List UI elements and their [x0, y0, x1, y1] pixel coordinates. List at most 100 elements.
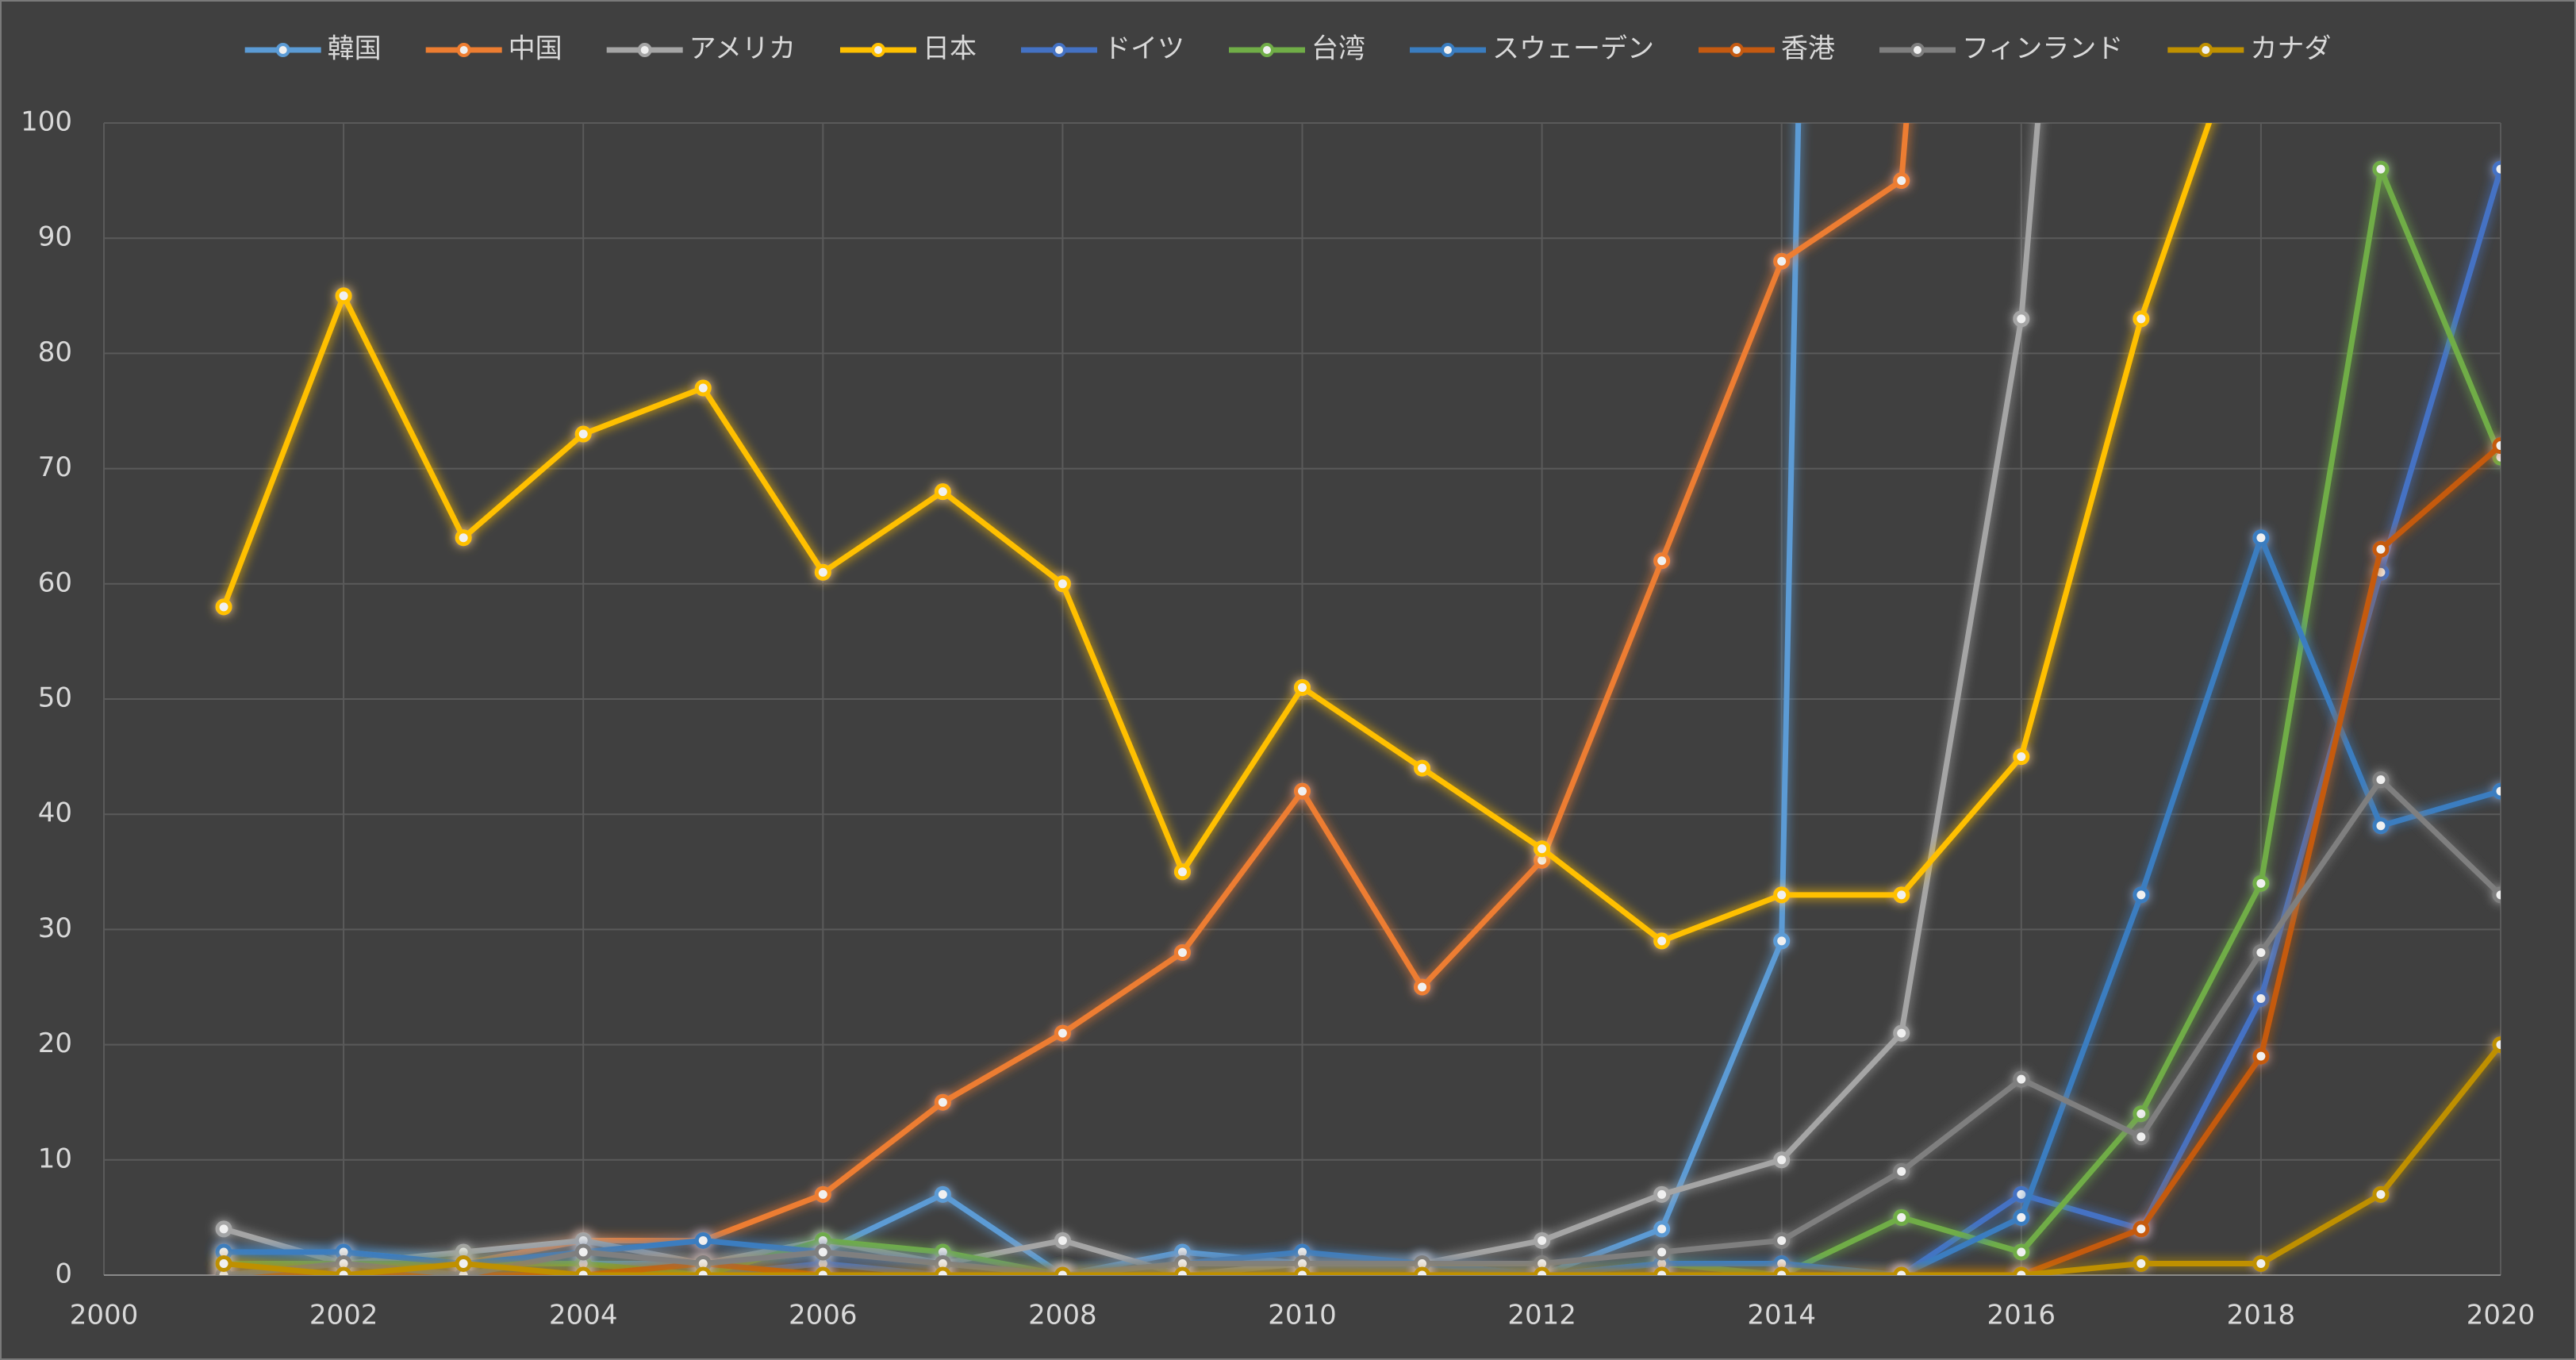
y-tick-label: 100 — [21, 106, 72, 138]
marker — [2013, 1243, 2030, 1261]
legend-marker — [1910, 43, 1925, 57]
marker — [1653, 1243, 1671, 1261]
legend-marker — [275, 43, 290, 57]
marker — [694, 1266, 712, 1275]
marker — [2372, 160, 2390, 178]
marker — [1173, 863, 1191, 881]
x-tick-label: 2002 — [309, 1300, 378, 1331]
line — [221, 123, 2213, 944]
x-tick-label: 2012 — [1507, 1300, 1576, 1331]
legend-label: 日本 — [923, 33, 977, 65]
marker — [1534, 840, 1551, 858]
marker — [2492, 782, 2501, 800]
marker — [215, 1220, 232, 1238]
plot-area — [215, 123, 2501, 1275]
marker — [1534, 1231, 1551, 1249]
marker — [335, 287, 352, 305]
legend-label: 台湾 — [1311, 33, 1365, 65]
x-tick-label: 2006 — [789, 1300, 858, 1331]
legend-label: スウェーデン — [1492, 33, 1654, 65]
x-tick-label: 2010 — [1268, 1300, 1337, 1331]
marker — [1773, 1151, 1791, 1169]
legend-label: アメリカ — [689, 33, 796, 65]
marker — [1893, 1162, 1910, 1180]
marker — [1653, 1185, 1671, 1203]
marker — [2252, 874, 2270, 892]
marker — [2013, 310, 2030, 328]
x-tick-label: 2014 — [1747, 1300, 1816, 1331]
marker — [455, 529, 472, 547]
marker — [1294, 782, 1311, 800]
marker — [934, 1266, 951, 1275]
marker — [2492, 886, 2501, 904]
x-tick-label: 2000 — [70, 1300, 139, 1331]
marker — [1534, 1266, 1551, 1275]
marker — [814, 1185, 831, 1203]
marker — [1294, 678, 1311, 696]
marker — [1054, 1024, 1071, 1042]
marker — [2133, 1105, 2150, 1123]
legend-label: 韓国 — [328, 33, 382, 65]
x-tick-label: 2020 — [2467, 1300, 2536, 1331]
marker — [2492, 160, 2501, 178]
line — [223, 123, 1910, 1275]
marker — [2492, 437, 2501, 455]
marker — [2013, 1208, 2030, 1226]
marker — [694, 1231, 712, 1249]
marker — [2372, 817, 2390, 835]
marker — [574, 1243, 592, 1261]
marker — [2133, 1254, 2150, 1272]
legend-marker — [1729, 43, 1744, 57]
marker — [2492, 448, 2501, 466]
marker — [934, 1093, 951, 1111]
legend-label: 中国 — [509, 33, 562, 65]
x-tick-label: 2018 — [2227, 1300, 2296, 1331]
marker — [2252, 529, 2270, 547]
series — [215, 123, 2213, 950]
legend-marker — [870, 43, 885, 57]
marker — [1893, 886, 1910, 904]
legend-label: ドイツ — [1104, 33, 1184, 65]
legend-label: 香港 — [1781, 33, 1835, 65]
marker — [2013, 748, 2030, 766]
y-tick-label: 20 — [38, 1028, 72, 1059]
marker — [694, 379, 712, 397]
legend-marker — [2198, 43, 2213, 57]
line — [224, 535, 2501, 1275]
marker — [1414, 1266, 1431, 1275]
marker — [1773, 932, 1791, 950]
y-tick-label: 80 — [38, 336, 72, 368]
marker — [215, 598, 232, 616]
marker — [1653, 932, 1671, 950]
legend-marker — [1440, 43, 1455, 57]
marker — [2133, 1128, 2150, 1146]
marker — [335, 1266, 352, 1275]
marker — [2372, 540, 2390, 558]
legend-label: カナダ — [2250, 33, 2331, 65]
marker — [1414, 759, 1431, 777]
x-tick-label: 2016 — [1987, 1300, 2056, 1331]
legend: 韓国 中国 アメリカ 日本 ドイツ 台湾 スウェーデン 香港 フィンランド カナダ — [244, 33, 2331, 65]
marker — [2133, 1220, 2150, 1238]
marker — [814, 1266, 831, 1275]
marker — [455, 1254, 472, 1272]
marker — [1173, 1266, 1191, 1275]
legend-marker — [1051, 43, 1066, 57]
legend-marker — [456, 43, 471, 57]
marker — [2133, 310, 2150, 328]
marker — [2252, 1254, 2270, 1272]
marker — [2133, 886, 2150, 904]
marker — [934, 483, 951, 501]
marker — [2372, 1185, 2390, 1203]
marker — [1653, 1266, 1671, 1275]
marker — [1054, 575, 1071, 593]
marker — [1173, 943, 1191, 961]
y-tick-label: 60 — [38, 567, 72, 598]
marker — [2492, 1036, 2501, 1054]
marker — [814, 563, 831, 581]
marker — [814, 1243, 831, 1261]
marker — [1893, 1266, 1910, 1275]
legend-marker — [637, 43, 652, 57]
marker — [2252, 990, 2270, 1008]
